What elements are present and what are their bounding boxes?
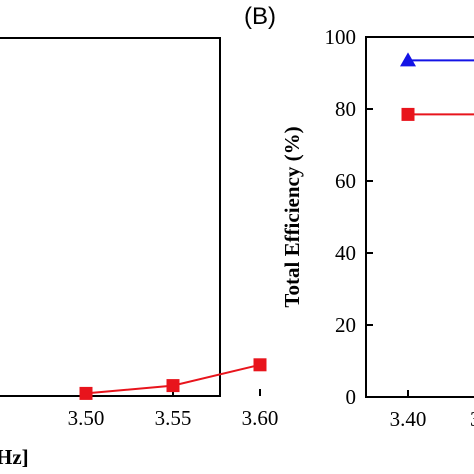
panel-b-y-tick-label: 40 [335, 241, 356, 265]
panel-b-y-tick-label: 100 [325, 25, 357, 49]
panel-a-data-point [253, 358, 267, 372]
panel-a-x-tick-label: 3.55 [155, 406, 192, 430]
panel-a-chart: 3.50 3.55 3.60 Hz] [0, 37, 279, 469]
panel-a-x-tick-label: 3.60 [242, 406, 279, 430]
panel-a-plot-frame [0, 37, 221, 397]
panel-a-data-point [79, 386, 93, 400]
panel-a-x-tick-label: 3.50 [68, 406, 105, 430]
panel-b-y-tick-label: 20 [335, 313, 356, 337]
panel-b-x-tick-label-cropped: 3 [470, 407, 474, 431]
panel-a-data-point [166, 379, 180, 393]
panel-a-x-axis-label: Hz] [0, 445, 29, 469]
panel-b-data-point [400, 52, 416, 67]
panel-b-x-tick-label: 3.40 [390, 407, 427, 431]
panel-b-data-point [401, 107, 415, 121]
panel-b-y-tick-label: 80 [335, 97, 356, 121]
panel-b-y-axis-label: Total Efficiency (%) [280, 126, 304, 307]
panel-b-label: (B) [244, 3, 276, 30]
panel-b-chart: (B) 0 20 40 60 80 100 3.40 3 Total Efficiency … [244, 3, 474, 431]
panel-b-y-tick-label: 0 [346, 385, 357, 409]
panel-b-y-tick-label: 60 [335, 169, 356, 193]
